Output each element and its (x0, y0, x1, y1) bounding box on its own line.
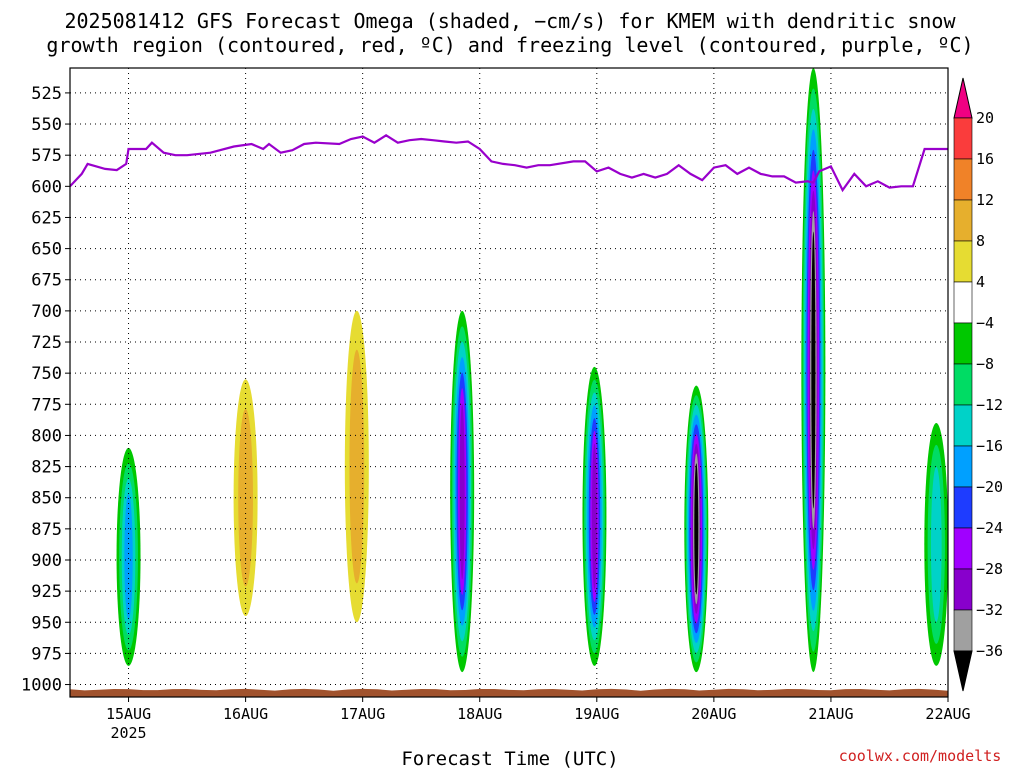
x-tick-label-6: 21AUG (808, 705, 853, 723)
omega-contour-7-2 (930, 466, 942, 623)
y-tick-label-600: 600 (31, 177, 62, 197)
colorbar-label-8: −16 (976, 437, 1003, 455)
colorbar-label-13: −36 (976, 642, 1003, 660)
x-year-label: 2025 (110, 724, 146, 742)
y-tick-label-875: 875 (31, 520, 62, 540)
y-tick-label-900: 900 (31, 551, 62, 571)
plot-frame (69, 67, 949, 698)
colorbar-bin-1 (953, 158, 973, 201)
colorbar-label-2: 12 (976, 191, 994, 209)
x-tick-label-0: 15AUG (106, 705, 151, 723)
y-tick-label-575: 575 (31, 146, 62, 166)
colorbar: 20 16 12 8 4 −4 −8 −12 −16 −20 −24 −28 −32 −36 (953, 77, 1003, 692)
x-tick-label-5: 20AUG (691, 705, 736, 723)
colorbar-bin-3 (953, 240, 973, 283)
y-tick-label-925: 925 (31, 582, 62, 602)
colorbar-label-3: 8 (976, 232, 985, 250)
y-tick-label-775: 775 (31, 395, 62, 415)
colorbar-bottom-triangle (953, 650, 973, 692)
colorbar-bin-0 (953, 117, 973, 160)
y-tick-label-975: 975 (31, 644, 62, 664)
y-tick-label-550: 550 (31, 115, 62, 135)
colorbar-label-4: 4 (976, 273, 985, 291)
colorbar-label-12: −32 (976, 601, 1003, 619)
x-tick-label-4: 19AUG (574, 705, 619, 723)
y-tick-label-750: 750 (31, 364, 62, 384)
y-tick-label-850: 850 (31, 489, 62, 509)
y-tick-label-675: 675 (31, 271, 62, 291)
colorbar-label-9: −20 (976, 478, 1003, 496)
colorbar-label-10: −24 (976, 519, 1003, 537)
y-tick-label-525: 525 (31, 84, 62, 104)
y-tick-label-800: 800 (31, 426, 62, 446)
colorbar-bin-2 (953, 199, 973, 242)
x-tick-label-1: 16AUG (223, 705, 268, 723)
colorbar-bin-8 (953, 445, 973, 488)
colorbar-top-triangle (953, 77, 973, 119)
omega-contour-2-1 (349, 349, 365, 584)
colorbar-label-0: 20 (976, 109, 994, 127)
omega-contour-6-8 (811, 231, 816, 509)
y-tick-label-725: 725 (31, 333, 62, 353)
colorbar-label-1: 16 (976, 150, 994, 168)
x-tick-label-7: 22AUG (925, 705, 970, 723)
y-tick-label-950: 950 (31, 613, 62, 633)
omega-contour-3-6 (459, 403, 465, 580)
omega-contour-0-3 (124, 494, 133, 620)
omega-contour-5-8 (694, 463, 699, 595)
colorbar-label-5: −4 (976, 314, 994, 332)
y-tick-label-625: 625 (31, 208, 62, 228)
colorbar-bin-11 (953, 568, 973, 611)
chart-title-line-1: 2025081412 GFS Forecast Omega (shaded, −… (64, 9, 956, 33)
colorbar-bin-10 (953, 527, 973, 570)
freezing-level-line (70, 133, 948, 193)
colorbar-bin-6 (953, 363, 973, 406)
x-axis-label: Forecast Time (UTC) (401, 748, 618, 768)
credit-text: coolwx.com/modelts (839, 747, 1002, 765)
y-tick-label-650: 650 (31, 240, 62, 260)
colorbar-label-11: −28 (976, 560, 1003, 578)
axes: 525 550 575 600 625 650 675 700 725 750 775 800 825 8… (21, 67, 971, 742)
colorbar-bin-7 (953, 404, 973, 447)
colorbar-label-7: −12 (976, 396, 1003, 414)
plot-area (70, 68, 949, 697)
y-tick-label-700: 700 (31, 302, 62, 322)
y-tick-label-825: 825 (31, 458, 62, 478)
colorbar-bin-4 (953, 281, 973, 324)
colorbar-bin-9 (953, 486, 973, 529)
x-tick-label-2: 17AUG (340, 705, 385, 723)
ground-surface (70, 688, 948, 697)
colorbar-label-6: −8 (976, 355, 994, 373)
omega-contour-4-6 (591, 443, 597, 590)
colorbar-bin-5 (953, 322, 973, 365)
x-tick-label-3: 18AUG (457, 705, 502, 723)
chart-title-line-2: growth region (contoured, red, ºC) and f… (46, 33, 973, 57)
colorbar-bin-12 (953, 609, 973, 652)
y-tick-label-1000: 1000 (21, 676, 62, 696)
